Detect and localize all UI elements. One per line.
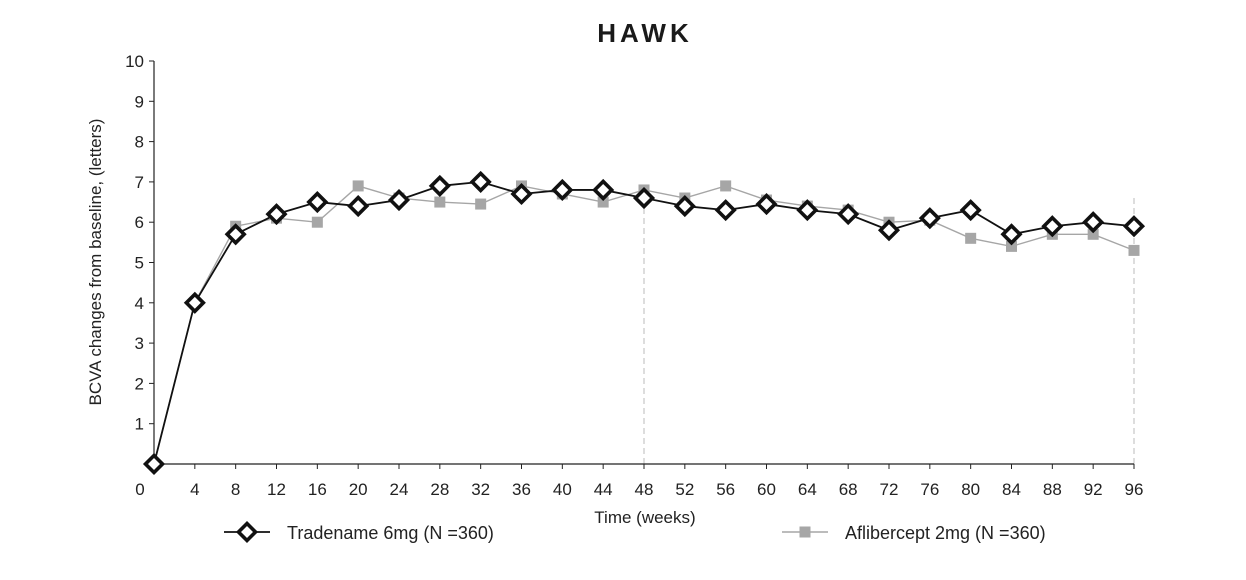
data-point [306,191,329,214]
x-tick-label: 80 [961,480,980,499]
data-point [592,178,615,202]
data-point [597,196,609,208]
data-point [311,216,323,228]
x-tick-label: 88 [1043,480,1062,499]
x-tick-label: 68 [839,480,858,499]
x-tick-label: 56 [716,480,735,499]
data-point [1087,228,1099,240]
x-tick-label: 48 [635,480,654,499]
data-point [224,223,247,246]
y-tick-label: 9 [135,92,144,111]
data-point [1041,215,1064,238]
data-point [1122,215,1146,238]
x-tick-label: 52 [675,480,694,499]
y-axis-label: BCVA changes from baseline, (letters) [86,119,105,406]
data-point [475,198,487,210]
reference-lines [643,193,1135,464]
legend-marker [235,520,259,544]
x-tick-label: 4 [190,480,199,499]
x-tick-label: 0 [135,480,144,499]
x-tick-labels: 0 4 8 12 16 20 24 28 32 36 40 44 48 52 56 60 64 68 72 76 80 8… [135,464,1143,499]
y-tick-label: 3 [135,334,144,353]
data-point [510,182,533,206]
legend-item: Aflibercept 2mg (N =360) [782,523,1046,543]
data-point [1000,223,1023,246]
x-tick-label: 96 [1125,480,1144,499]
legend-item: Tradename 6mg (N =360) [224,520,494,544]
data-point [720,180,732,192]
y-tick-label: 2 [135,374,144,393]
series-layer [142,170,1146,476]
data-point [428,174,451,197]
data-point [551,178,574,202]
x-tick-label: 84 [1002,480,1021,499]
y-tick-label: 8 [135,133,144,152]
data-point [387,188,411,212]
x-tick-label: 16 [308,480,327,499]
data-point [918,207,941,230]
legend: Tradename 6mg (N =360) Aflibercept 2mg (N… [224,520,1046,544]
data-point [265,203,288,226]
y-tick-label: 7 [135,173,144,192]
y-tick-labels: 1 2 3 4 5 6 7 8 9 10 [125,52,154,434]
legend-label: Aflibercept 2mg (N =360) [845,523,1046,543]
x-tick-label: 92 [1084,480,1103,499]
chart-title: HAWK [597,18,692,48]
legend-marker [799,526,811,538]
x-tick-label: 20 [349,480,368,499]
data-point [1082,211,1105,234]
y-tick-label: 5 [135,254,144,273]
data-point [837,203,860,226]
y-tick-label: 1 [135,415,144,434]
data-point [714,199,737,222]
data-point [1006,240,1017,252]
data-point [469,170,492,193]
x-tick-label: 64 [798,480,817,499]
y-tick-label: 4 [135,294,144,313]
data-point [755,193,778,216]
x-tick-label: 8 [231,480,240,499]
data-point [434,196,446,208]
x-tick-label: 12 [267,480,286,499]
x-tick-label: 72 [880,480,899,499]
data-point [965,232,977,244]
data-point [183,291,206,314]
data-point [673,195,696,218]
x-tick-label: 28 [430,480,449,499]
data-point [1128,244,1140,256]
y-tick-label: 6 [135,213,144,232]
x-tick-label: 44 [594,480,613,499]
x-axis-label: Time (weeks) [594,508,695,527]
x-tick-label: 36 [512,480,531,499]
x-tick-label: 32 [471,480,490,499]
legend-label: Tradename 6mg (N =360) [287,523,494,543]
data-point [877,219,901,242]
x-tick-label: 24 [390,480,409,499]
data-point [632,186,656,210]
data-point [142,452,166,476]
data-point [796,199,819,222]
x-tick-label: 60 [757,480,776,499]
y-tick-label: 10 [125,52,144,71]
data-point [959,199,982,222]
data-point [352,180,364,192]
data-point [347,195,370,218]
x-tick-label: 40 [553,480,572,499]
x-tick-label: 76 [920,480,939,499]
series-diamond [142,170,1146,476]
